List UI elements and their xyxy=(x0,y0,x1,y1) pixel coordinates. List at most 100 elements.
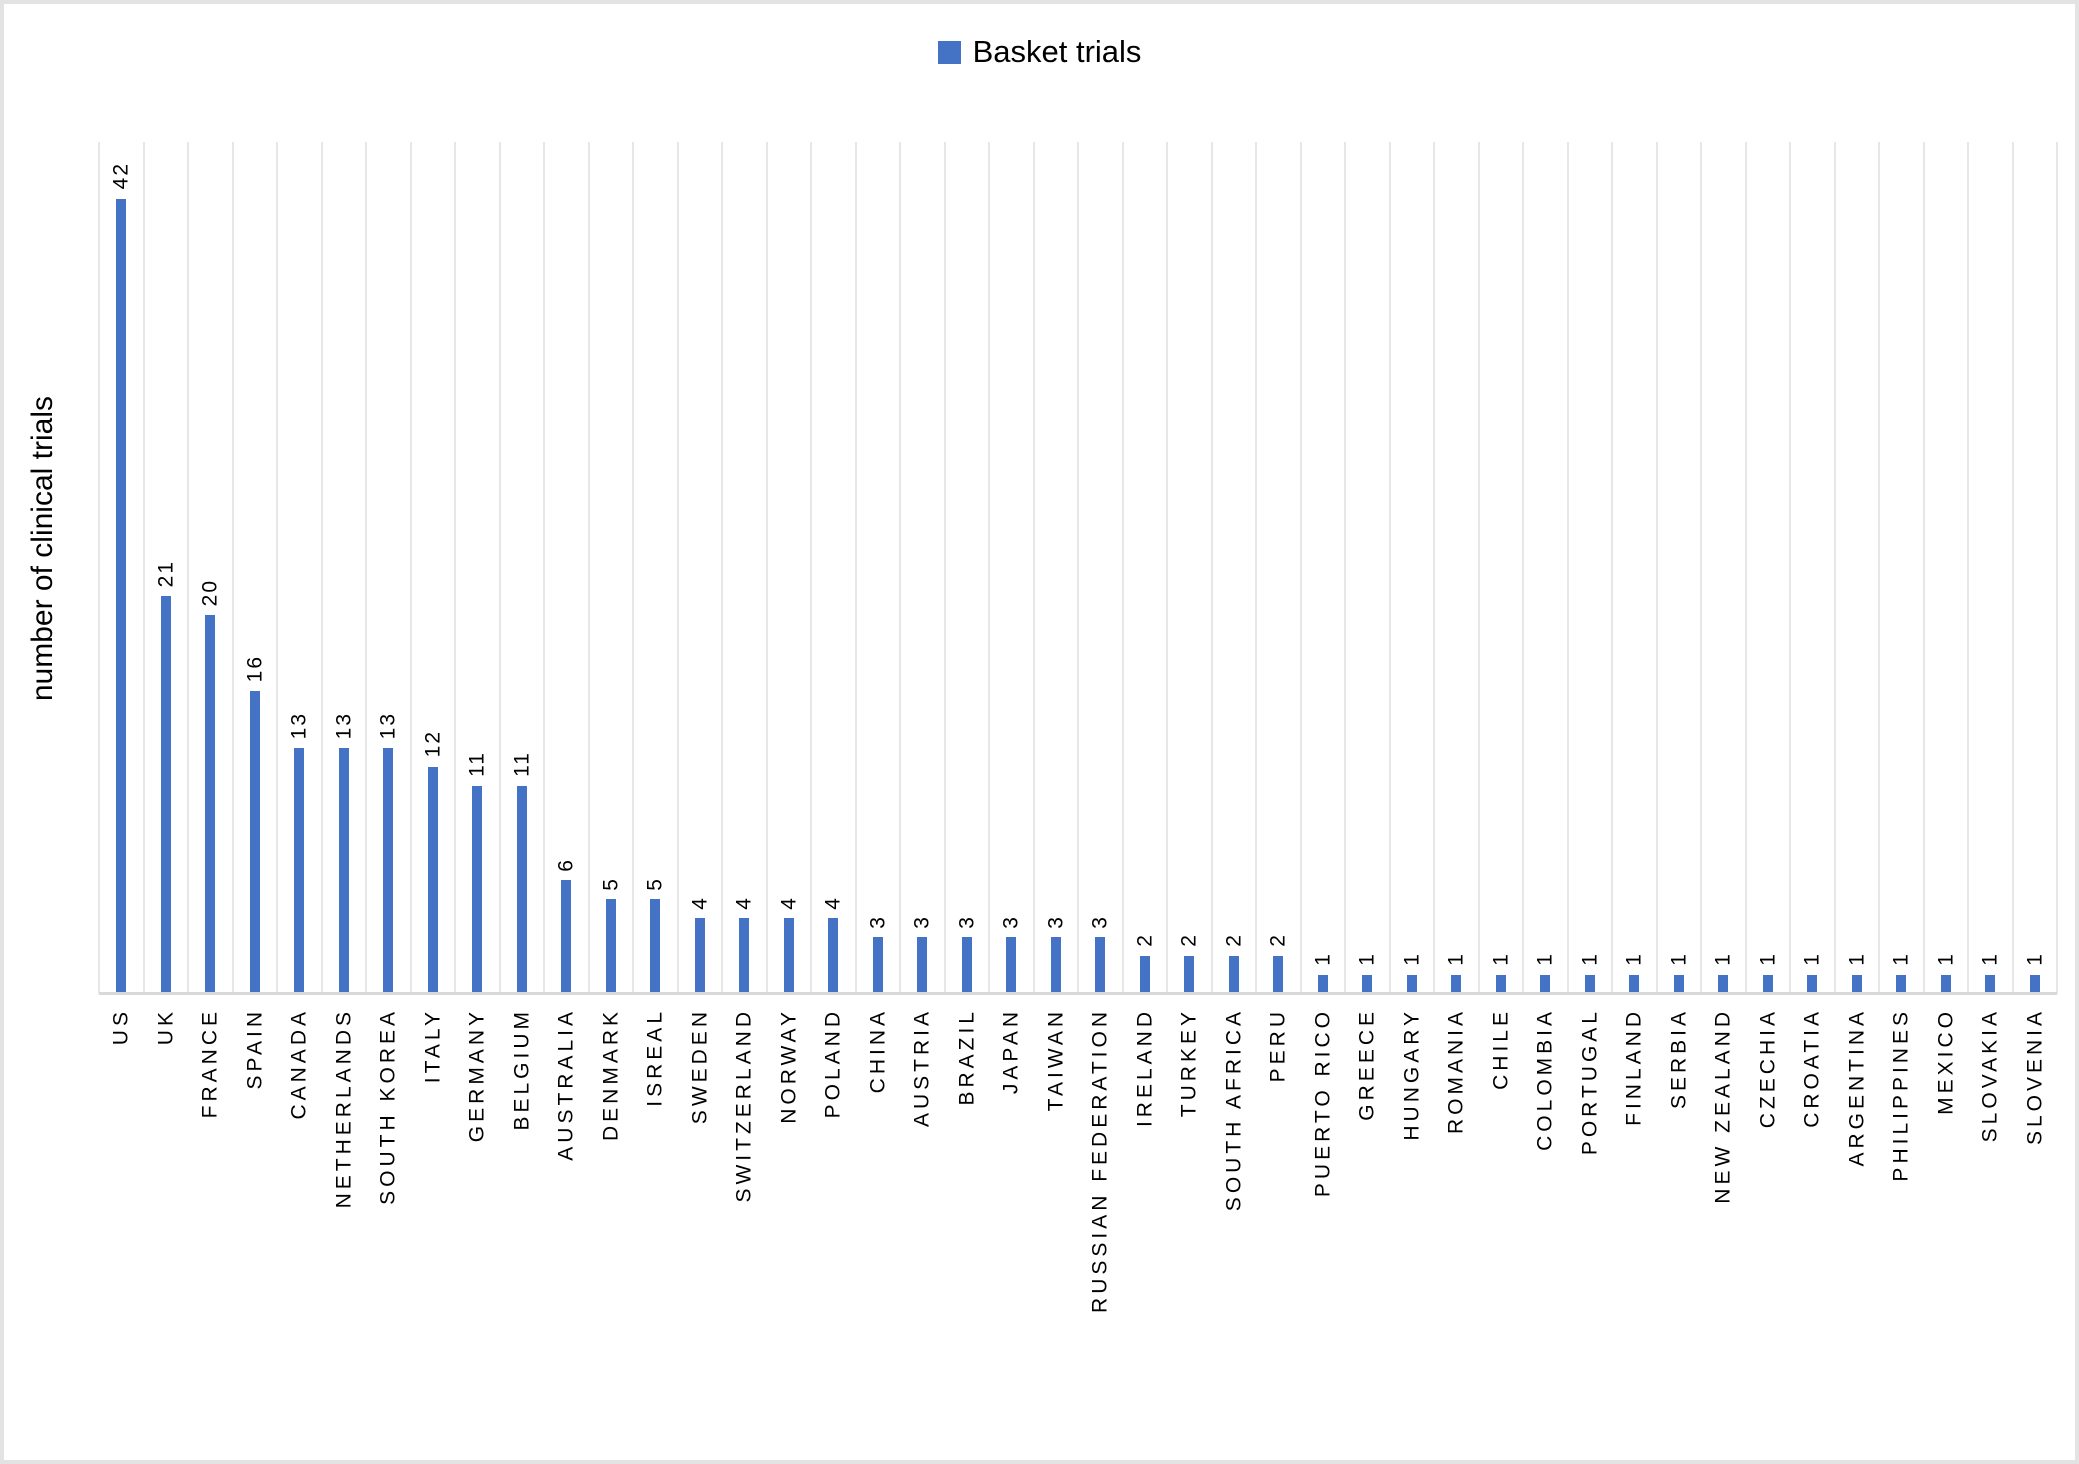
gridline xyxy=(1789,142,1791,994)
data-label: 1 xyxy=(1489,952,1513,967)
plot-area: 42 21 20 16 13 13 13 12 11 11 6 5 5 4 4 4 4 3 3 3 3 3 3 2 2 2 2 1 1 1… xyxy=(98,142,2058,994)
data-label: 1 xyxy=(1934,952,1958,967)
category-label: PERU xyxy=(1266,1008,1290,1083)
data-label: 13 xyxy=(332,711,356,739)
data-label: 3 xyxy=(910,914,934,929)
data-label: 1 xyxy=(1622,952,1646,967)
bar-poland xyxy=(828,918,839,994)
bar-philippines xyxy=(1896,975,1907,994)
data-label: 3 xyxy=(1088,914,1112,929)
category-label: AUSTRIA xyxy=(910,1008,934,1128)
data-label: 1 xyxy=(1756,952,1780,967)
data-label: 1 xyxy=(1355,952,1379,967)
bar-us xyxy=(116,198,127,994)
bar-switzerland xyxy=(739,918,750,994)
category-label: GREECE xyxy=(1355,1008,1379,1121)
gridline xyxy=(632,142,634,994)
data-label: 1 xyxy=(1978,952,2002,967)
bar-norway xyxy=(783,918,794,994)
data-label: 2 xyxy=(1177,933,1201,948)
bar-canada xyxy=(294,747,305,994)
gridline xyxy=(676,142,679,994)
data-label: 1 xyxy=(1800,952,1824,967)
gridline xyxy=(988,142,990,994)
category-label: NEW ZEALAND xyxy=(1711,1008,1735,1204)
gridline xyxy=(1121,142,1124,994)
bar-belgium xyxy=(516,785,527,994)
category-label: JAPAN xyxy=(999,1008,1023,1095)
data-label: 13 xyxy=(287,711,311,739)
data-label: 11 xyxy=(510,750,534,777)
gridline xyxy=(1166,142,1168,994)
bar-chile xyxy=(1495,975,1506,994)
category-label: CZECHIA xyxy=(1756,1008,1780,1129)
data-label: 2 xyxy=(1133,933,1157,948)
x-axis-line xyxy=(99,992,2057,995)
category-label: IRELAND xyxy=(1133,1008,1157,1128)
data-label: 1 xyxy=(1845,952,1869,967)
data-label: 1 xyxy=(1667,952,1691,967)
gridline xyxy=(721,142,723,994)
bar-south-africa xyxy=(1228,956,1239,994)
bar-croatia xyxy=(1807,975,1818,994)
gridline xyxy=(1922,142,1925,994)
bar-isreal xyxy=(650,899,661,994)
gridline xyxy=(454,142,456,994)
category-label: RUSSIAN FEDERATION xyxy=(1088,1008,1112,1313)
gridline xyxy=(498,142,501,994)
bar-uk xyxy=(160,596,171,994)
bar-japan xyxy=(1006,937,1017,994)
bar-finland xyxy=(1629,975,1640,994)
category-label: FINLAND xyxy=(1622,1008,1646,1126)
gridline xyxy=(231,142,234,994)
data-label: 1 xyxy=(1889,952,1913,967)
category-label: DENMARK xyxy=(599,1008,623,1142)
gridline xyxy=(1967,142,1969,994)
data-label: 1 xyxy=(1444,952,1468,967)
data-label: 5 xyxy=(599,876,623,891)
category-label: SWEDEN xyxy=(688,1008,712,1125)
legend: Basket trials xyxy=(4,34,2075,70)
gridline xyxy=(1210,142,1213,994)
data-label: 1 xyxy=(1578,952,1602,967)
gridline xyxy=(587,142,590,994)
gridline xyxy=(320,142,323,994)
data-label: 3 xyxy=(1044,914,1068,929)
category-label: SOUTH AFRICA xyxy=(1222,1008,1246,1212)
bar-netherlands xyxy=(338,747,349,994)
category-label: AUSTRALIA xyxy=(554,1008,578,1161)
data-label: 21 xyxy=(154,560,178,588)
bar-austria xyxy=(917,937,928,994)
category-label: PUERTO RICO xyxy=(1311,1008,1335,1198)
gridline xyxy=(899,142,901,994)
bar-argentina xyxy=(1851,975,1862,994)
data-label: 1 xyxy=(1311,952,1335,967)
gridline xyxy=(1032,142,1035,994)
category-label: SERBIA xyxy=(1667,1008,1691,1110)
data-label: 4 xyxy=(821,895,845,910)
category-label: BELGIUM xyxy=(510,1008,534,1131)
category-axis-labels: US UK FRANCE SPAIN CANADA NETHERLANDS SOUTH KO… xyxy=(99,1008,2057,1448)
gridline xyxy=(1566,142,1569,994)
category-label: ROMANIA xyxy=(1444,1008,1468,1135)
data-label: 2 xyxy=(1266,933,1290,948)
gridline xyxy=(276,142,278,994)
gridline xyxy=(1344,142,1346,994)
category-label: SOUTH KOREA xyxy=(376,1008,400,1205)
category-label: PORTUGAL xyxy=(1578,1008,1602,1156)
data-label: 4 xyxy=(777,895,801,910)
y-axis-title: number of clinical trials xyxy=(26,396,59,702)
bar-germany xyxy=(472,785,483,994)
bar-australia xyxy=(561,880,572,994)
category-label: GERMANY xyxy=(465,1008,489,1143)
category-label: COLOMBIA xyxy=(1533,1008,1557,1151)
data-label: 4 xyxy=(688,895,712,910)
data-label: 1 xyxy=(1711,952,1735,967)
category-label: NORWAY xyxy=(777,1008,801,1124)
bar-portugal xyxy=(1584,975,1595,994)
data-label: 3 xyxy=(955,914,979,929)
data-label: 5 xyxy=(643,876,667,891)
gridline xyxy=(1255,142,1257,994)
bar-france xyxy=(205,615,216,994)
data-label: 1 xyxy=(1400,952,1424,967)
